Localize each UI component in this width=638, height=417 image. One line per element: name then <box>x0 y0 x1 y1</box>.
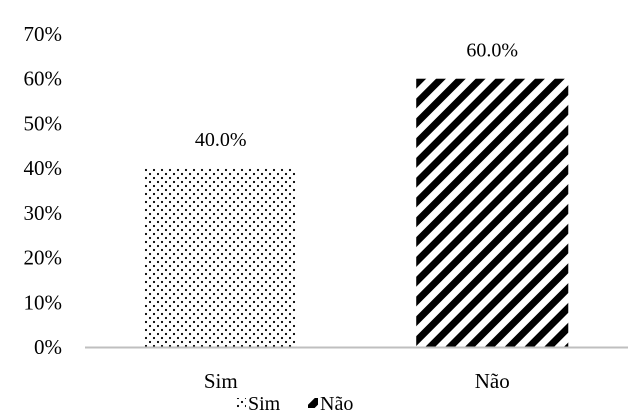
legend-swatch-diagonal-stripes <box>308 398 318 408</box>
y-tick-label: 40% <box>24 156 63 180</box>
legend-swatch-dotted <box>236 398 246 408</box>
data-labels: 40.0% 60.0% <box>195 40 518 151</box>
x-axis-category-labels: Sim Não <box>204 369 510 393</box>
y-tick-label: 60% <box>24 67 63 91</box>
x-category-label: Sim <box>204 369 238 393</box>
data-label: 40.0% <box>195 129 247 151</box>
y-tick-label: 20% <box>24 246 63 270</box>
y-tick-label: 50% <box>24 111 63 135</box>
y-axis-tick-labels: 0% 10% 20% 30% 40% 50% 60% 70% <box>24 22 63 359</box>
legend: Sim Não <box>236 393 353 415</box>
bar-sim <box>144 168 297 347</box>
legend-label: Não <box>320 393 353 415</box>
y-tick-label: 70% <box>24 22 63 46</box>
legend-label: Sim <box>248 393 281 415</box>
y-tick-label: 0% <box>34 335 62 359</box>
y-tick-label: 10% <box>24 290 63 314</box>
bars <box>144 78 569 347</box>
bar-nao <box>416 78 569 347</box>
data-label: 60.0% <box>466 40 518 62</box>
y-tick-label: 30% <box>24 201 63 225</box>
x-category-label: Não <box>475 369 510 393</box>
